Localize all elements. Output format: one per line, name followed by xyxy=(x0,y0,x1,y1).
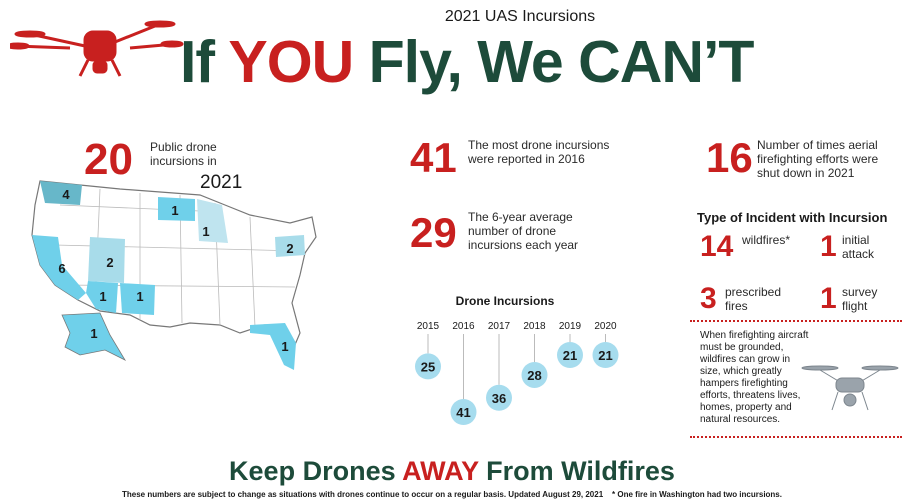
bubble-label: 25 xyxy=(421,359,435,374)
footer-highlight: AWAY xyxy=(402,456,479,486)
map-count: 1 xyxy=(281,339,288,354)
state-ak xyxy=(61,312,127,361)
map-count: 2 xyxy=(286,241,293,256)
incursion-chart: Drone Incursions 2015 25 2016 41 2017 36 2018 2… xyxy=(415,294,619,425)
bubble-label: 28 xyxy=(527,368,541,383)
footnotes: These numbers are subject to change as s… xyxy=(0,490,904,499)
footer-part: From Wildfires xyxy=(486,456,675,486)
footnote: * One fire in Washington had two incursi… xyxy=(612,490,782,499)
note-box xyxy=(690,320,902,438)
stat-number: 20 xyxy=(84,135,133,184)
incident-number: 14 xyxy=(700,230,734,263)
bubble xyxy=(486,384,512,411)
title-part: Fly, We CAN’T xyxy=(368,29,755,95)
stat-text: Number of times aerial firefighting effo… xyxy=(757,138,879,180)
x-tick-label: 2017 xyxy=(488,321,511,332)
header-subtitle: 2021 UAS Incursions xyxy=(444,8,596,25)
x-tick-label: 2016 xyxy=(452,321,475,332)
bubble xyxy=(450,399,477,425)
state-ca xyxy=(32,235,86,300)
map-count: 4 xyxy=(62,187,70,202)
incident-label: wildfires* xyxy=(742,233,791,247)
bubble xyxy=(415,353,441,380)
bubble xyxy=(521,361,548,388)
stat-text: The most drone incursions were reported … xyxy=(468,138,610,166)
x-tick-label: 2015 xyxy=(417,321,440,332)
incident-label: initial attack xyxy=(842,233,875,261)
bubble xyxy=(557,342,583,368)
incident-number: 1 xyxy=(820,282,837,315)
bubble-label: 21 xyxy=(563,348,577,363)
title-part: If xyxy=(180,29,215,95)
bubble-label: 21 xyxy=(598,348,612,363)
state-nm xyxy=(120,283,155,315)
stat-number: 29 xyxy=(410,209,457,256)
stat-number: 16 xyxy=(706,134,753,181)
grey-drone-icon xyxy=(801,365,899,411)
state-pa xyxy=(275,235,305,257)
drone-icon xyxy=(10,20,184,77)
state-fl xyxy=(250,323,296,370)
stat-number: 41 xyxy=(410,134,457,181)
state-ut xyxy=(88,237,125,283)
state-wa xyxy=(40,181,82,205)
x-tick-label: 2020 xyxy=(594,321,617,332)
state-mn xyxy=(197,199,228,243)
bubble xyxy=(592,342,619,368)
footnote: These numbers are subject to change as s… xyxy=(122,490,604,499)
stat-year: 2021 xyxy=(200,172,243,193)
us-map: 4 1 1 2 6 2 1 1 1 1 xyxy=(31,180,317,370)
map-count: 2 xyxy=(106,255,113,270)
map-count: 1 xyxy=(90,326,97,341)
map-count: 1 xyxy=(171,203,178,218)
footer-title: Keep Drones AWAY From Wildfires xyxy=(0,456,904,487)
incident-number: 3 xyxy=(700,282,717,315)
map-count: 1 xyxy=(136,289,143,304)
title-highlight: YOU xyxy=(228,29,354,95)
bubble-label: 36 xyxy=(492,391,506,406)
state-az xyxy=(86,281,118,313)
note-text: When firefighting aircraft must be groun… xyxy=(700,330,809,425)
footer-part: Keep Drones xyxy=(229,456,396,486)
map-count: 6 xyxy=(58,261,65,276)
map-count: 1 xyxy=(99,289,106,304)
state-nd xyxy=(158,197,195,221)
x-tick-label: 2019 xyxy=(559,321,582,332)
incident-number: 1 xyxy=(820,230,837,263)
incident-label: survey flight xyxy=(842,285,878,313)
incident-title: Type of Incident with Incursion xyxy=(697,210,888,225)
chart-title: Drone Incursions xyxy=(456,294,555,308)
x-tick-label: 2018 xyxy=(523,321,546,332)
header-title: If YOU Fly, We CAN’T xyxy=(180,28,904,96)
map-count: 1 xyxy=(202,224,209,239)
incident-label: prescribed fires xyxy=(725,285,782,313)
bubble-label: 41 xyxy=(456,405,470,420)
stat-text: Public drone incursions in xyxy=(150,140,217,168)
stat-text: The 6-year average number of drone incur… xyxy=(468,210,579,252)
